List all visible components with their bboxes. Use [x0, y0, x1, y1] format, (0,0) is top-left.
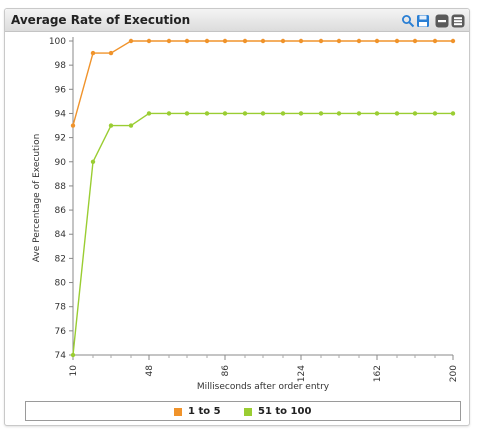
legend-swatch: [244, 407, 252, 416]
data-point-series-1: [146, 38, 152, 44]
data-point-series-2: [394, 111, 400, 116]
data-point-series-2: [90, 159, 96, 164]
data-point-series-1: [298, 38, 304, 44]
x-tick-label: 200: [449, 365, 459, 382]
data-point-series-2: [108, 123, 114, 128]
y-tick-label: 100: [49, 37, 66, 47]
y-tick-label: 92: [55, 134, 66, 144]
data-point-series-1: [374, 38, 380, 44]
y-tick-label: 76: [55, 327, 67, 337]
data-point-series-2: [128, 123, 134, 128]
x-axis-title: Milliseconds after order entry: [197, 382, 330, 392]
data-point-series-1: [204, 38, 210, 44]
data-point-series-1: [318, 38, 324, 44]
data-point-series-2: [222, 111, 228, 116]
data-point-series-1: [70, 123, 76, 128]
data-point-series-2: [70, 352, 76, 358]
close-icon[interactable]: [451, 13, 465, 28]
y-tick-label: 82: [55, 254, 66, 264]
data-point-series-2: [260, 111, 266, 116]
data-point-series-1: [356, 38, 362, 44]
data-point-series-2: [432, 111, 438, 116]
data-point-series-1: [166, 38, 172, 44]
data-point-series-2: [412, 111, 418, 116]
panel-title: Average Rate of Execution: [11, 13, 191, 27]
x-tick-label: 48: [145, 365, 155, 377]
minimize-icon[interactable]: [435, 13, 449, 28]
data-point-series-2: [336, 111, 342, 116]
data-point-series-2: [374, 111, 380, 116]
legend-label: 51 to 100: [258, 406, 312, 417]
data-point-series-1: [184, 38, 190, 44]
panel-titlebar: Average Rate of Execution: [5, 9, 469, 32]
data-point-series-1: [450, 38, 456, 44]
data-point-series-1: [394, 38, 400, 44]
x-tick-label: 86: [221, 365, 231, 377]
data-point-series-1: [412, 38, 418, 44]
data-point-series-1: [128, 38, 134, 44]
data-point-series-1: [280, 38, 286, 44]
y-tick-label: 90: [55, 158, 67, 168]
y-tick-label: 80: [55, 279, 67, 289]
data-point-series-2: [146, 111, 152, 116]
data-point-series-1: [260, 38, 266, 44]
data-point-series-2: [450, 111, 456, 116]
y-tick-label: 98: [55, 61, 67, 71]
line-chart: Ave Percentage of Execution Milliseconds…: [32, 37, 459, 392]
chart-panel: Average Rate of Execution: [4, 8, 470, 426]
chart-legend: 1 to 5 51 to 100: [25, 401, 461, 421]
legend-item-series-2[interactable]: 51 to 100: [244, 406, 311, 417]
data-point-series-1: [336, 38, 342, 44]
y-tick-label: 94: [55, 109, 67, 119]
legend-swatch: [174, 407, 182, 416]
legend-item-series-1[interactable]: 1 to 5: [174, 406, 221, 417]
y-tick-label: 84: [55, 230, 67, 240]
x-tick-label: 124: [297, 365, 307, 382]
data-point-series-2: [356, 111, 362, 116]
data-point-series-1: [108, 50, 114, 56]
y-tick-label: 86: [55, 206, 67, 216]
data-point-series-1: [242, 38, 248, 44]
series-line-2: [72, 112, 453, 356]
search-icon[interactable]: [401, 13, 415, 28]
save-icon[interactable]: [416, 13, 430, 27]
data-point-series-1: [222, 38, 228, 44]
data-point-series-2: [204, 111, 210, 116]
y-tick-label: 88: [55, 182, 67, 192]
data-point-series-2: [318, 111, 324, 116]
data-point-series-2: [184, 111, 190, 116]
x-tick-label: 10: [69, 365, 79, 377]
y-tick-label: 74: [55, 351, 67, 361]
data-point-series-2: [242, 111, 248, 116]
y-tick-label: 96: [55, 85, 67, 95]
x-tick-label: 162: [373, 365, 383, 382]
data-point-series-2: [298, 111, 304, 116]
data-point-series-1: [432, 38, 438, 44]
legend-label: 1 to 5: [188, 406, 221, 417]
data-point-series-1: [90, 50, 96, 56]
y-tick-label: 78: [55, 303, 67, 313]
data-point-series-2: [166, 111, 172, 116]
data-point-series-2: [280, 111, 286, 116]
y-axis-title: Ave Percentage of Execution: [32, 134, 42, 263]
